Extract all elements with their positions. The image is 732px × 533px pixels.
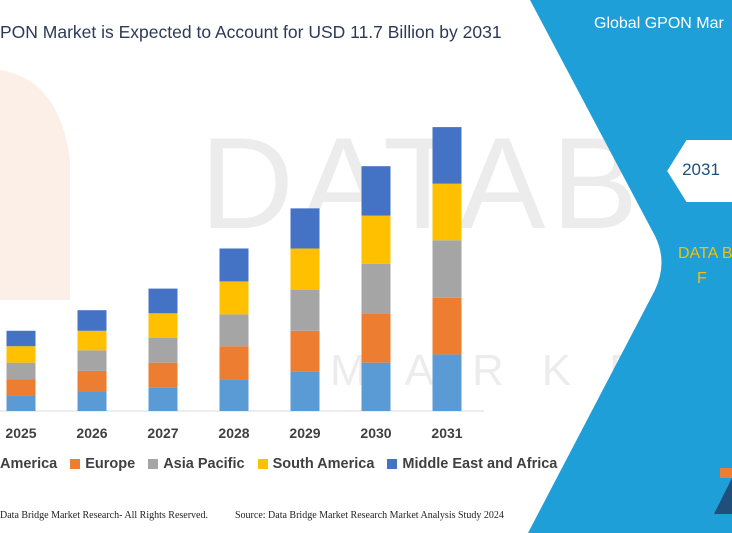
- bar-segment-america-2025: [6, 395, 36, 411]
- bar-segment-america-2026: [77, 391, 107, 411]
- hexagon-badge: [664, 138, 732, 204]
- x-tick-label-2029: 2029: [289, 425, 320, 441]
- chart-title: PON Market is Expected to Account for US…: [0, 22, 502, 42]
- x-tick-label-2031: 2031: [431, 425, 462, 441]
- legend-swatch: [70, 459, 81, 469]
- bar-segment-south-america-2025: [6, 346, 36, 363]
- bar-segment-middle-east-and-africa-2031: [432, 127, 462, 184]
- legend-label: Middle East and Africa: [402, 456, 558, 472]
- x-tick-label-2027: 2027: [147, 425, 178, 441]
- panel-title: Global GPON Mar: [594, 15, 724, 32]
- x-tick-label-2026: 2026: [76, 425, 107, 441]
- bar-segment-middle-east-and-africa-2028: [219, 248, 249, 282]
- bar-segment-asia-pacific-2025: [6, 362, 36, 380]
- bar-segment-america-2030: [361, 362, 391, 411]
- bar-segment-america-2029: [290, 371, 320, 411]
- bar-segment-europe-2028: [219, 346, 249, 380]
- x-tick-label-2028: 2028: [218, 425, 249, 441]
- brand-text-line-2: F: [697, 270, 707, 287]
- legend-item-europe: Europe: [70, 456, 135, 472]
- bar-segment-asia-pacific-2030: [361, 263, 391, 314]
- x-tick-label-2025: 2025: [5, 425, 36, 441]
- legend-item-asia-pacific: Asia Pacific: [148, 456, 245, 472]
- bar-segment-south-america-2027: [148, 313, 178, 338]
- bar-segment-europe-2030: [361, 313, 391, 363]
- side-panel: [528, 0, 732, 533]
- bar-segment-europe-2031: [432, 297, 462, 355]
- footer-source: Source: Data Bridge Market Research Mark…: [235, 510, 504, 521]
- legend-item-south-america: South America: [257, 456, 375, 472]
- bar-segment-south-america-2029: [290, 248, 320, 290]
- bar-segment-middle-east-and-africa-2027: [148, 288, 178, 314]
- legend-label: South America: [272, 456, 375, 472]
- bar-segment-asia-pacific-2026: [77, 350, 107, 371]
- bar-segment-asia-pacific-2028: [219, 314, 249, 347]
- bar-segment-asia-pacific-2029: [290, 289, 320, 331]
- bar-segment-europe-2027: [148, 362, 178, 388]
- bar-segment-middle-east-and-africa-2029: [290, 208, 320, 249]
- legend-label: America: [0, 456, 58, 472]
- legend-item-middle-east-africa: Middle East and Africa: [387, 456, 557, 472]
- bar-segment-asia-pacific-2031: [432, 240, 462, 298]
- brand-text-line-1: DATA B: [678, 245, 732, 262]
- legend-swatch: [148, 459, 159, 469]
- bar-segment-europe-2026: [77, 370, 107, 392]
- legend-label: Europe: [85, 456, 136, 472]
- hexagon-year-label: 2031: [682, 160, 720, 179]
- chart-legend: America Europe Asia Pacific South Americ…: [0, 456, 570, 472]
- brand-logo-accent-icon: [720, 468, 732, 478]
- footer-copyright: Data Bridge Market Research- All Rights …: [0, 510, 208, 521]
- bar-segment-europe-2029: [290, 330, 320, 372]
- bar-segment-middle-east-and-africa-2026: [77, 310, 107, 331]
- bar-segment-america-2031: [432, 354, 462, 411]
- legend-swatch: [387, 459, 398, 469]
- bar-segment-south-america-2030: [361, 215, 391, 264]
- bar-segment-asia-pacific-2027: [148, 337, 178, 363]
- bar-segment-america-2028: [219, 379, 249, 411]
- brand-logo-icon: [714, 478, 732, 514]
- bar-segment-middle-east-and-africa-2025: [6, 330, 36, 347]
- bar-segment-america-2027: [148, 387, 178, 411]
- x-tick-label-2030: 2030: [360, 425, 391, 441]
- legend-label: Asia Pacific: [163, 456, 245, 472]
- bar-segment-south-america-2026: [77, 330, 107, 351]
- bar-segment-middle-east-and-africa-2030: [361, 166, 391, 216]
- bar-segment-south-america-2031: [432, 183, 462, 241]
- legend-swatch: [257, 459, 268, 469]
- legend-item-america: America: [0, 456, 57, 472]
- bar-segment-europe-2025: [6, 379, 36, 396]
- chart-area: 2025 2026 2027 2028 2029 2030 2031: [0, 127, 484, 441]
- bar-segment-south-america-2028: [219, 281, 249, 315]
